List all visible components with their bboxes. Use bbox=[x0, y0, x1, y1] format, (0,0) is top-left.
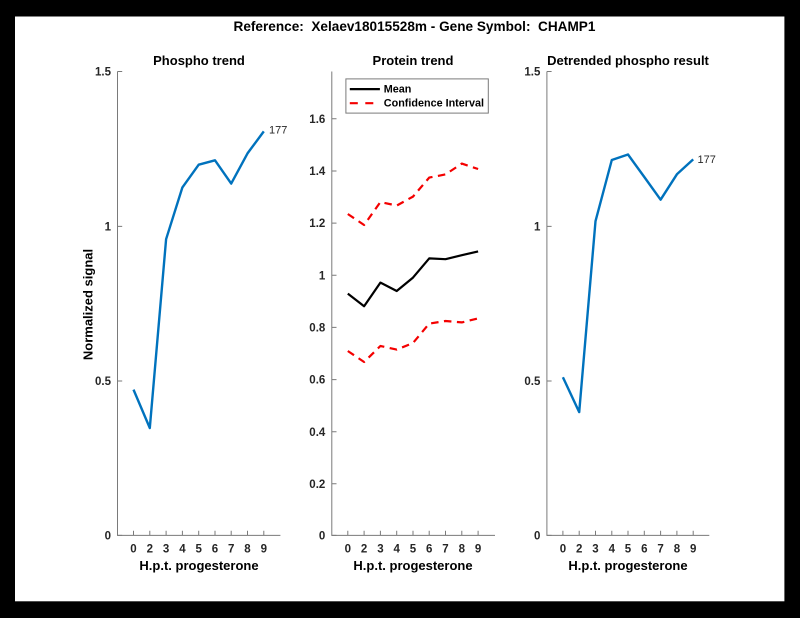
svg-text:4: 4 bbox=[179, 543, 186, 555]
svg-text:Reference: Xelaev18015528m -: Reference: Xelaev18015528m - Gene Symbol… bbox=[234, 19, 596, 34]
svg-text:Confidence Interval: Confidence Interval bbox=[384, 98, 484, 110]
svg-text:0: 0 bbox=[105, 531, 111, 543]
svg-text:5: 5 bbox=[195, 543, 202, 555]
svg-text:6: 6 bbox=[426, 543, 432, 555]
svg-text:9: 9 bbox=[261, 543, 267, 555]
svg-text:7: 7 bbox=[657, 543, 663, 555]
svg-text:1: 1 bbox=[319, 270, 326, 282]
svg-text:1.6: 1.6 bbox=[309, 114, 325, 126]
svg-text:1: 1 bbox=[105, 222, 112, 234]
svg-text:0.2: 0.2 bbox=[309, 479, 325, 491]
svg-text:1.5: 1.5 bbox=[95, 67, 112, 79]
svg-text:4: 4 bbox=[609, 543, 616, 555]
svg-text:H.p.t. progesterone: H.p.t. progesterone bbox=[139, 558, 258, 573]
svg-text:0.6: 0.6 bbox=[309, 375, 325, 387]
svg-text:7: 7 bbox=[442, 543, 448, 555]
svg-text:0: 0 bbox=[319, 531, 325, 543]
svg-text:4: 4 bbox=[393, 543, 400, 555]
svg-text:177: 177 bbox=[698, 154, 716, 166]
svg-text:Protein trend: Protein trend bbox=[373, 53, 454, 68]
svg-text:3: 3 bbox=[163, 543, 169, 555]
svg-text:0.5: 0.5 bbox=[524, 376, 541, 388]
svg-text:1.4: 1.4 bbox=[309, 166, 326, 178]
svg-text:2: 2 bbox=[147, 543, 153, 555]
svg-text:7: 7 bbox=[228, 543, 234, 555]
svg-text:1.5: 1.5 bbox=[524, 67, 541, 79]
svg-text:8: 8 bbox=[459, 543, 466, 555]
svg-text:8: 8 bbox=[674, 543, 681, 555]
svg-text:H.p.t. progesterone: H.p.t. progesterone bbox=[568, 558, 687, 573]
svg-text:Mean: Mean bbox=[384, 84, 412, 96]
svg-text:1: 1 bbox=[534, 222, 541, 234]
svg-text:0.4: 0.4 bbox=[309, 427, 326, 439]
svg-text:3: 3 bbox=[377, 543, 383, 555]
svg-text:Phospho trend: Phospho trend bbox=[153, 53, 245, 68]
svg-text:9: 9 bbox=[475, 543, 481, 555]
svg-text:9: 9 bbox=[690, 543, 696, 555]
svg-text:2: 2 bbox=[576, 543, 582, 555]
svg-text:2: 2 bbox=[361, 543, 367, 555]
svg-text:177: 177 bbox=[269, 125, 287, 137]
svg-text:Normalized signal: Normalized signal bbox=[80, 249, 95, 360]
svg-text:6: 6 bbox=[641, 543, 647, 555]
svg-text:3: 3 bbox=[592, 543, 598, 555]
svg-text:0: 0 bbox=[345, 543, 351, 555]
svg-text:1.2: 1.2 bbox=[309, 218, 325, 230]
svg-text:0: 0 bbox=[560, 543, 566, 555]
svg-text:0.8: 0.8 bbox=[309, 323, 326, 335]
svg-text:0.5: 0.5 bbox=[95, 376, 112, 388]
svg-text:0: 0 bbox=[534, 531, 540, 543]
svg-text:6: 6 bbox=[212, 543, 218, 555]
svg-text:8: 8 bbox=[244, 543, 251, 555]
svg-text:5: 5 bbox=[625, 543, 632, 555]
svg-text:0: 0 bbox=[130, 543, 136, 555]
svg-text:Detrended phospho result: Detrended phospho result bbox=[547, 53, 709, 68]
svg-text:H.p.t. progesterone: H.p.t. progesterone bbox=[353, 558, 472, 573]
svg-text:5: 5 bbox=[410, 543, 417, 555]
